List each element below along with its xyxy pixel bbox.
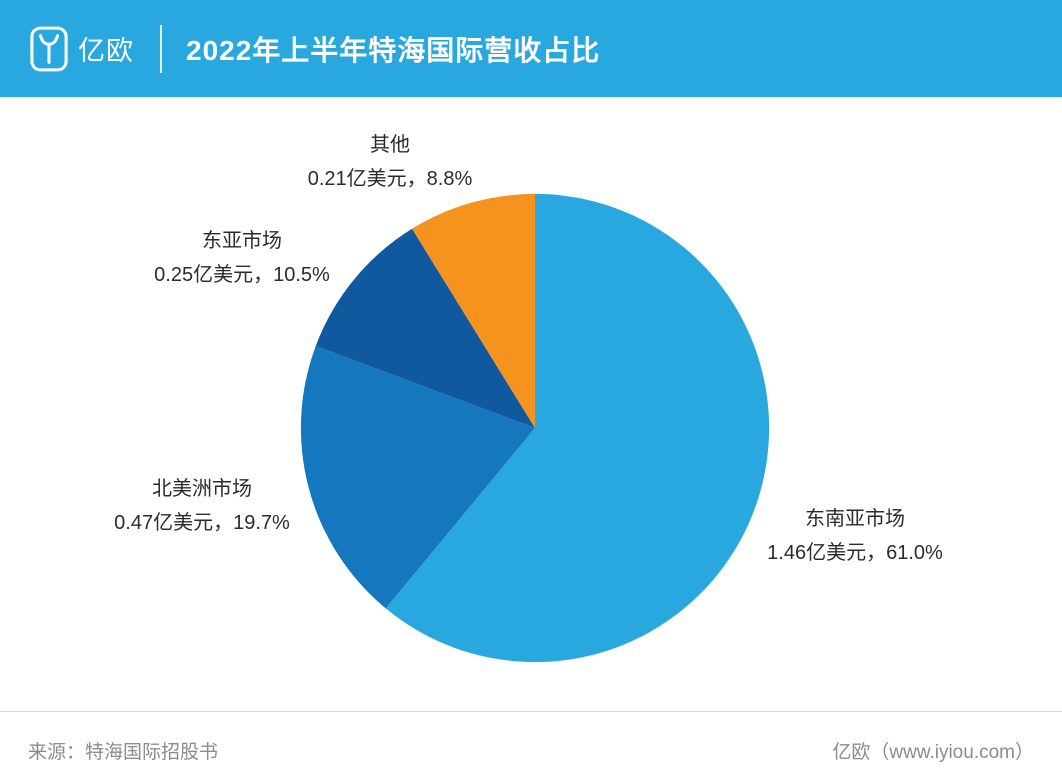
- footer-divider: [0, 711, 1062, 712]
- slice-name: 东南亚市场: [805, 508, 905, 530]
- source-note: 来源：特海国际招股书: [28, 741, 219, 763]
- header-banner: 亿欧 2022年上半年特海国际营收占比: [0, 0, 1062, 97]
- site-credit: 亿欧（www.iyiou.com）: [832, 741, 1034, 763]
- slice-name: 北美洲市场: [152, 478, 252, 500]
- slice-label-north-america: 北美洲市场 0.47亿美元，19.7%: [72, 472, 332, 540]
- pie-slice-3: [315, 228, 535, 428]
- page-title: 2022年上半年特海国际营收占比: [186, 34, 601, 66]
- pie-slice-2: [300, 345, 535, 609]
- brand-name: 亿欧: [78, 36, 134, 66]
- header-divider: [160, 24, 162, 73]
- slice-label-others: 其他 0.21亿美元，8.8%: [260, 128, 520, 196]
- slice-name: 其他: [370, 134, 410, 156]
- pie-slice-4: [412, 193, 535, 428]
- slice-value: 0.21亿美元，8.8%: [307, 168, 473, 190]
- pie-slice-1: [385, 193, 770, 663]
- slice-label-east-asia: 东亚市场 0.25亿美元，10.5%: [112, 224, 372, 292]
- pie-chart: [300, 193, 770, 663]
- slice-value: 1.46亿美元，61.0%: [767, 542, 943, 564]
- brand-block: 亿欧: [30, 26, 134, 72]
- slice-name: 东亚市场: [202, 230, 282, 252]
- pie-chart-container: [299, 192, 771, 664]
- footer: 来源：特海国际招股书 亿欧（www.iyiou.com）: [0, 730, 1062, 770]
- iyiou-logo-icon: [30, 26, 68, 71]
- slice-value: 0.25亿美元，10.5%: [154, 264, 330, 286]
- slice-label-southeast-asia: 东南亚市场 1.46亿美元，61.0%: [725, 502, 985, 570]
- slice-value: 0.47亿美元，19.7%: [114, 512, 290, 534]
